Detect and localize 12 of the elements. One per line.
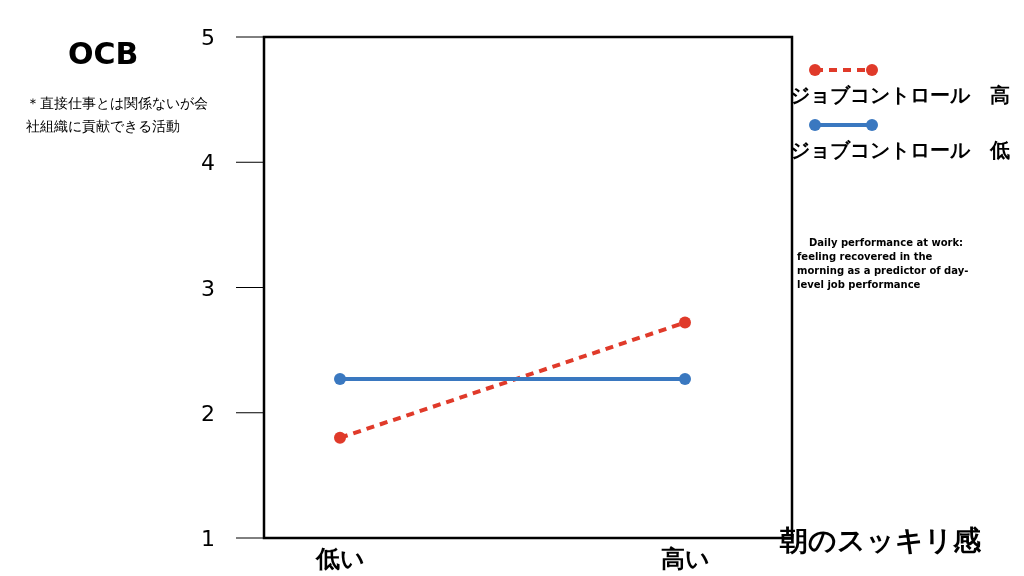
y-tick-label: 2 (201, 400, 215, 426)
y-tick-label: 4 (201, 150, 215, 176)
x-tick-label: 低い (314, 545, 365, 573)
y-tick-label: 1 (201, 526, 215, 551)
text: ＊直接仕事とは関係ないが会社組織に貢献できる活動 (26, 94, 209, 136)
x-tick-label: 高い (660, 545, 710, 573)
legend-label: ジョブコントロール 高 (790, 82, 1010, 109)
legend-label: ジョブコントロール 低 (790, 137, 1010, 164)
y-axis-title: OCB (68, 36, 139, 71)
y-tick-label: 5 (201, 25, 215, 50)
y-tick-label: 3 (201, 275, 215, 301)
text: Daily performance at work: feeling recovered in the morning as a predictor of day-level job performance (797, 236, 970, 292)
